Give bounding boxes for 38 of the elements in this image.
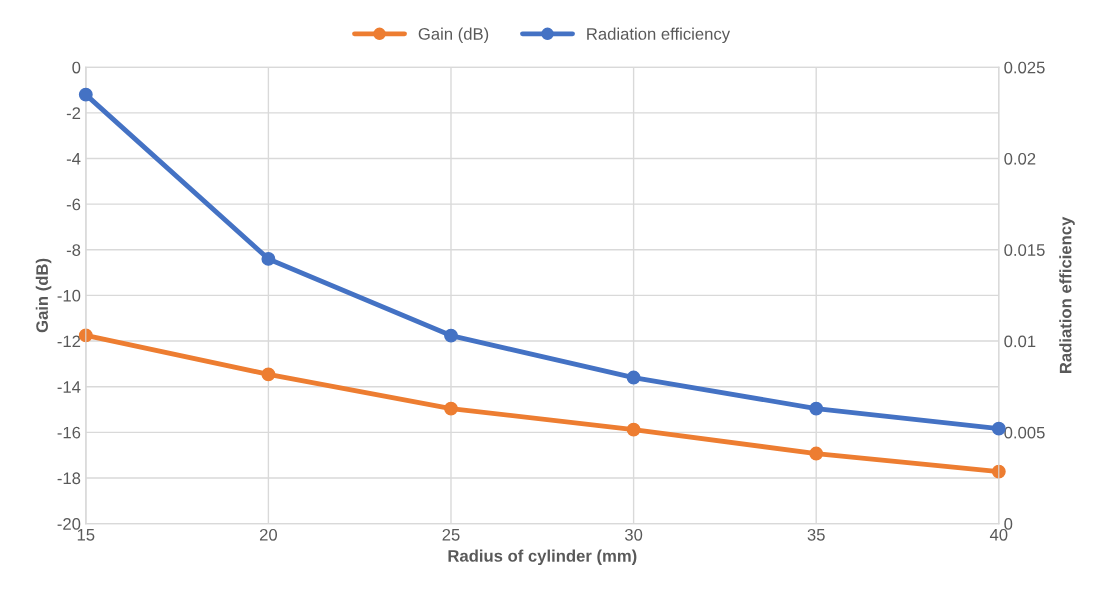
point	[78, 87, 93, 102]
legend-label: Radiation efficiency	[587, 27, 731, 44]
point	[261, 367, 276, 382]
y-tick-label: -16	[57, 426, 81, 439]
y-axis-title: Gain (dB)	[35, 258, 52, 333]
y-tick-label: -14	[57, 381, 81, 393]
x-tick-label: 35	[807, 528, 825, 541]
point	[991, 421, 1006, 436]
point	[809, 446, 824, 461]
point	[444, 401, 458, 416]
x-tick-label: 25	[442, 528, 460, 541]
y-tick-label: -4	[66, 153, 81, 165]
y-tick-label: -2	[66, 107, 81, 119]
x-tick-label: 40	[989, 528, 1008, 541]
y-tick-label: -8	[66, 244, 81, 256]
x-tick-label: 15	[77, 529, 95, 541]
y-tick-label: -10	[57, 289, 81, 302]
point	[809, 401, 824, 416]
y-tick-label: -12	[57, 335, 81, 348]
y2-tick-label: 0.02	[1004, 152, 1036, 165]
y-tick-label: -6	[66, 198, 81, 211]
y2-tick-label: 0.01	[1004, 335, 1036, 348]
point	[626, 422, 641, 437]
y2-tick-label: 0.015	[1004, 244, 1045, 256]
point	[261, 251, 276, 266]
y-tick-label: -20	[57, 518, 81, 530]
x-tick-label: 30	[624, 528, 643, 541]
x-tick-label: 20	[259, 528, 278, 541]
point	[444, 328, 458, 343]
y2-tick-label: 0	[1004, 518, 1013, 530]
point	[626, 370, 641, 385]
y-tick-label: -18	[57, 472, 81, 485]
y2-tick-label: 0.005	[1004, 426, 1045, 439]
legend-label: Gain (dB)	[418, 27, 489, 44]
y2-axis-title: Radiation efficiency	[1059, 216, 1075, 374]
y2-tick-label: 0.025	[1004, 61, 1045, 74]
x-axis-title: Radius of cylinder (mm)	[448, 549, 637, 566]
y-tick-label: 0	[72, 61, 81, 74]
